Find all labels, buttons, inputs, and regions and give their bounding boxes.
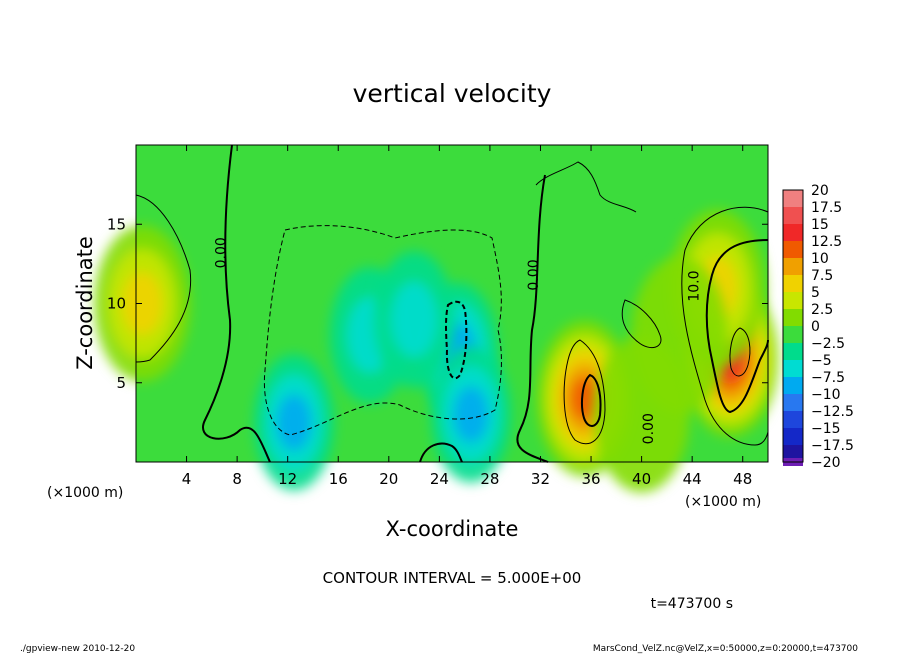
contour-neg-center	[263, 225, 502, 436]
x-tick-label: 8	[232, 470, 242, 488]
colorbar-segment	[783, 428, 803, 445]
contour-label: 0.00	[641, 413, 657, 444]
colorbar-segment	[783, 360, 803, 377]
velocity-field	[94, 209, 779, 493]
x-tick-label: 48	[733, 470, 752, 488]
colorbar-segment	[783, 309, 803, 326]
x-tick-label: 20	[379, 470, 398, 488]
x-tick-label: 4	[182, 470, 192, 488]
contour-label-layer: 0.00 0.00 10.0 0.00	[214, 237, 703, 444]
colorbar-segment	[783, 445, 803, 462]
x-unit-note-left: (×1000 m)	[47, 485, 123, 501]
y-axis-label: Z-coordinate	[73, 236, 97, 370]
contour-zero-right	[516, 174, 549, 463]
colorbar-segment	[783, 258, 803, 275]
x-tick-label: 24	[430, 470, 449, 488]
colorbar-segment	[783, 224, 803, 241]
velocity-feature	[593, 336, 690, 493]
contour-pos-right-10	[705, 239, 769, 414]
x-tick-label: 16	[329, 470, 348, 488]
colorbar-segment	[783, 377, 803, 394]
contour-interval: CONTOUR INTERVAL = 5.000E+00	[323, 569, 582, 587]
contour-zero-left	[202, 144, 271, 463]
x-tick-label: 12	[278, 470, 297, 488]
velocity-feature	[430, 346, 511, 483]
colorbar-segment	[783, 241, 803, 258]
colorbar-segment	[783, 292, 803, 309]
colorbar-label: −20	[811, 455, 841, 471]
colorbar-label: 15	[811, 217, 829, 233]
contour-pos-right-outer	[681, 206, 769, 446]
plot-area: 0.00 0.00 10.0 0.00	[94, 144, 779, 493]
contour-lines	[135, 144, 769, 463]
x-tick-label: 32	[531, 470, 550, 488]
velocity-feature	[374, 251, 455, 388]
colorbar-label: 12.5	[811, 234, 842, 250]
contour-pos-right-15	[729, 327, 751, 377]
colorbar-label: −10	[811, 387, 841, 403]
colorbar-label: 17.5	[811, 200, 842, 216]
colorbar-label: −12.5	[811, 404, 854, 420]
colorbar-segment	[783, 207, 803, 224]
contour-neg-strong	[445, 300, 468, 380]
y-tick-label: 10	[107, 295, 126, 313]
colorbar-label: 20	[811, 183, 829, 199]
colorbar-frame	[782, 189, 804, 463]
colorbar-label: −7.5	[811, 370, 845, 386]
contour-pos-mid	[563, 339, 606, 445]
colorbar-segment	[783, 190, 803, 207]
contour-label: 0.00	[214, 237, 230, 268]
x-tick-label: 36	[581, 470, 600, 488]
colorbar-label: 7.5	[811, 268, 833, 284]
contour-label: 0.00	[526, 259, 542, 290]
contour-pos-left	[135, 194, 192, 363]
colorbar-segment	[783, 394, 803, 411]
colorbar-segment	[783, 326, 803, 343]
velocity-feature	[254, 354, 334, 491]
y-tick-label: 15	[107, 215, 126, 233]
x-tick-label: 28	[480, 470, 499, 488]
contour-top-right	[535, 161, 637, 213]
contour-bottom-center	[419, 442, 463, 463]
colorbar-label: 2.5	[811, 302, 833, 318]
x-unit-note-right: (×1000 m)	[685, 494, 761, 510]
x-tick-label: 40	[632, 470, 651, 488]
colorbar-label: −5	[811, 353, 832, 369]
y-axis: 5 10 15	[107, 215, 768, 392]
colorbar-segment	[783, 343, 803, 360]
contour-pos-mid-inner	[581, 373, 602, 427]
colorbar-label: −17.5	[811, 438, 854, 454]
y-tick-label: 5	[116, 374, 126, 392]
contour-pos-small	[621, 299, 662, 349]
time-label: t=473700 s	[651, 596, 733, 612]
x-axis: 4 8 12 16 20 24 28 32 36 40 44 48	[182, 145, 752, 488]
colorbar-segment	[783, 411, 803, 428]
colorbar-segment	[783, 275, 803, 292]
x-axis-label: X-coordinate	[386, 517, 519, 541]
colorbar-label: −2.5	[811, 336, 845, 352]
colorbar-label: 10	[811, 251, 829, 267]
contour-label: 10.0	[686, 270, 702, 301]
footer-right: MarsCond_VelZ.nc@VelZ,x=0:50000,z=0:2000…	[593, 644, 858, 654]
colorbar-label: 5	[811, 285, 820, 301]
colorbar-label: 0	[811, 319, 820, 335]
chart-title: vertical velocity	[353, 79, 552, 108]
x-tick-label: 44	[683, 470, 702, 488]
colorbar: 2017.51512.5107.552.50−2.5−5−7.5−10−12.5…	[782, 183, 854, 471]
footer-left: ./gpview-new 2010-12-20	[20, 644, 135, 654]
colorbar-label: −15	[811, 421, 841, 437]
